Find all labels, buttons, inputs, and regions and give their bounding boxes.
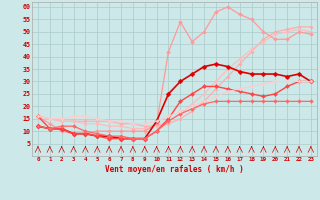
X-axis label: Vent moyen/en rafales ( km/h ): Vent moyen/en rafales ( km/h )	[105, 165, 244, 174]
